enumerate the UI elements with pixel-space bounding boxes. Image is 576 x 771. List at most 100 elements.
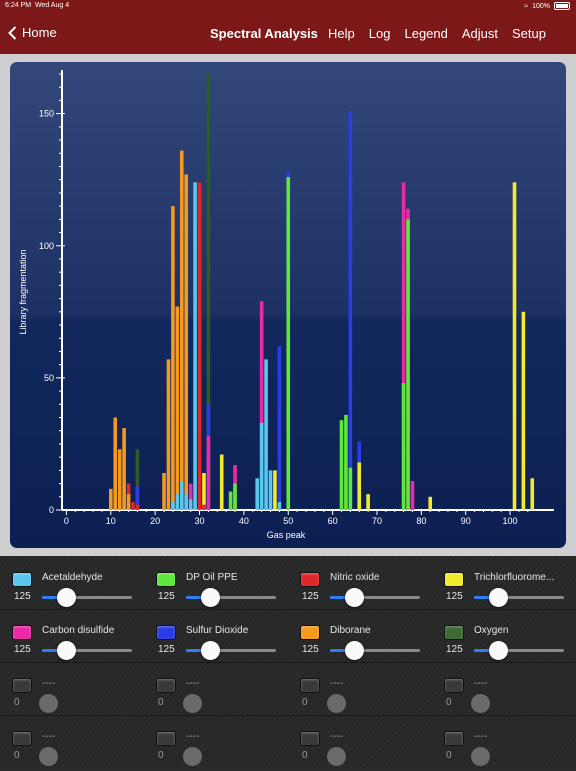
slider-knob[interactable] [327,694,346,713]
color-swatch[interactable] [444,625,464,640]
slider-knob[interactable] [471,747,490,766]
gas-name: Diborane [330,625,371,636]
gas-name: ---- [186,678,200,689]
gas-control: Nitric oxide 125 [288,560,432,612]
y-axis-label: Library fragmentation [18,249,28,334]
x-tick-label: 40 [239,516,249,526]
bar-oxygen [206,74,211,510]
adjust-button[interactable]: Adjust [461,26,499,41]
gas-slider[interactable] [471,747,564,766]
gas-slider[interactable] [186,641,276,660]
slider-knob[interactable] [345,641,364,660]
gas-name: ---- [42,678,56,689]
bar-trichlorfluoromethane [512,182,517,510]
slider-knob[interactable] [57,641,76,660]
gas-control: ---- 0 [144,719,288,771]
color-swatch[interactable] [156,731,176,746]
gas-control: Diborane 125 [288,613,432,665]
color-swatch[interactable] [12,572,32,587]
gas-slider[interactable] [39,694,132,713]
gas-value: 0 [302,750,308,761]
gas-slider[interactable] [327,694,420,713]
gas-name: Oxygen [474,625,509,636]
gas-control: Carbon disulfide 125 [0,613,144,665]
x-axis-label: Gas peak [267,530,306,540]
gas-slider[interactable] [330,588,420,607]
gas-control: Sulfur Dioxide 125 [144,613,288,665]
gas-control: ---- 0 [0,719,144,771]
color-swatch[interactable] [12,625,32,640]
gas-slider[interactable] [474,641,564,660]
bar-carbon-disulfide [206,436,211,510]
slider-track [330,649,420,652]
gas-slider[interactable] [183,694,276,713]
bar-acetaldehyde [268,470,273,510]
gas-control: ---- 0 [432,666,576,718]
gas-slider[interactable] [327,747,420,766]
gas-slider[interactable] [474,588,564,607]
slider-knob[interactable] [471,694,490,713]
bar-nitric-oxide [197,182,202,510]
x-tick-label: 80 [416,516,426,526]
color-swatch[interactable] [12,678,32,693]
color-swatch[interactable] [444,678,464,693]
row-separator [0,609,576,610]
x-tick-label: 20 [150,516,160,526]
slider-track [186,596,276,599]
bar-trichlorfluoromethane [357,462,362,510]
bar-oxygen [135,449,140,510]
legend-button[interactable]: Legend [404,26,448,41]
color-swatch[interactable] [12,731,32,746]
bar-acetaldehyde [171,502,175,510]
gas-value: 125 [446,591,463,602]
color-swatch[interactable] [300,625,320,640]
gas-control: ---- 0 [288,719,432,771]
slider-knob[interactable] [183,747,202,766]
gas-value: 125 [446,644,463,655]
slider-knob[interactable] [489,641,508,660]
slider-knob[interactable] [201,588,220,607]
slider-knob[interactable] [183,694,202,713]
color-swatch[interactable] [444,572,464,587]
bar-carbon-disulfide [410,480,415,510]
gas-slider[interactable] [471,694,564,713]
gas-slider[interactable] [183,747,276,766]
color-swatch[interactable] [300,678,320,693]
x-tick-label: 90 [461,516,471,526]
color-swatch[interactable] [156,625,176,640]
slider-fill [186,649,204,652]
slider-knob[interactable] [489,588,508,607]
gas-slider[interactable] [42,588,132,607]
bar-dp-oil-ppe [401,383,406,510]
log-button[interactable]: Log [368,26,391,41]
bar-diborane [171,206,175,510]
slider-knob[interactable] [345,588,364,607]
setup-button[interactable]: Setup [512,26,546,41]
slider-knob[interactable] [39,747,58,766]
wifi-icon: ≈ [524,2,529,10]
slider-knob[interactable] [39,694,58,713]
gas-control: ---- 0 [0,666,144,718]
slider-knob[interactable] [57,588,76,607]
gas-slider[interactable] [186,588,276,607]
gas-name: ---- [474,731,488,742]
color-swatch[interactable] [444,731,464,746]
bar-carbon-disulfide [401,182,406,510]
color-swatch[interactable] [156,572,176,587]
page-title: Spectral Analysis [210,26,318,41]
slider-track [42,596,132,599]
gas-slider[interactable] [42,641,132,660]
bar-dp-oil-ppe [406,219,410,511]
gas-name: ---- [42,731,56,742]
color-swatch[interactable] [300,731,320,746]
home-back-button[interactable]: Home [8,25,57,40]
slider-track [474,649,564,652]
help-button[interactable]: Help [328,26,355,41]
slider-knob[interactable] [201,641,220,660]
color-swatch[interactable] [300,572,320,587]
status-time: 6:24 PM Wed Aug 4 [5,2,69,9]
slider-knob[interactable] [327,747,346,766]
gas-slider[interactable] [39,747,132,766]
color-swatch[interactable] [156,678,176,693]
gas-slider[interactable] [330,641,420,660]
